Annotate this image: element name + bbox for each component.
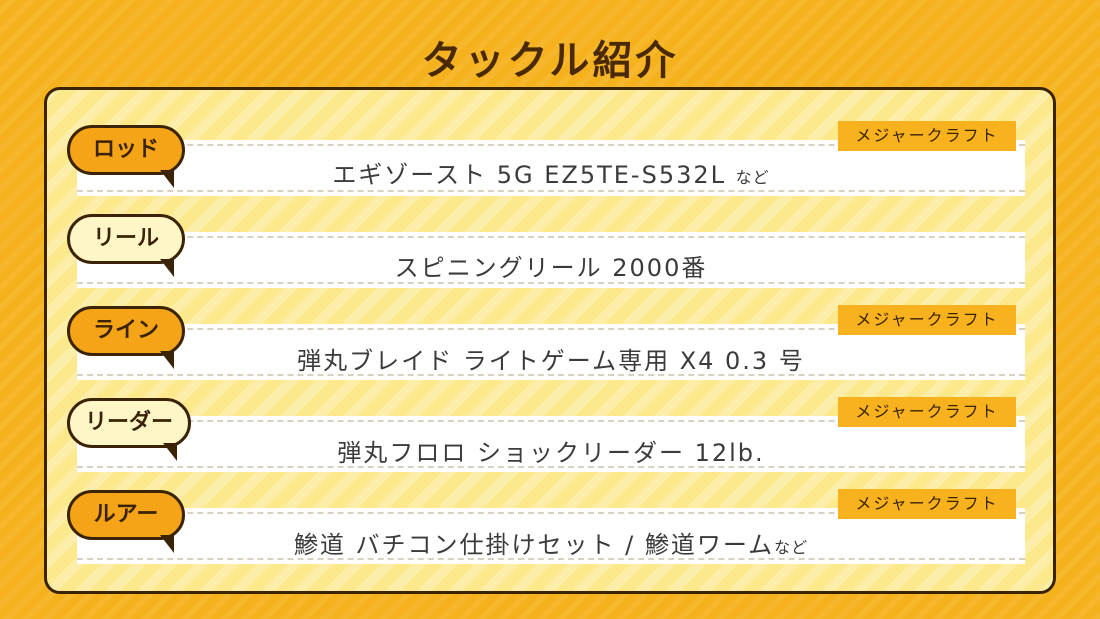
tackle-value: 鯵道 バチコン仕掛けセット / 鯵道ワームなど xyxy=(293,531,809,559)
page-title: タックル紹介 xyxy=(421,38,679,84)
maker-badge: メジャークラフト xyxy=(838,121,1016,151)
maker-badge: メジャークラフト xyxy=(838,397,1016,427)
maker-badge: メジャークラフト xyxy=(838,489,1016,519)
value-strip xyxy=(77,232,1025,288)
label-bubble-reel: リール xyxy=(67,214,185,264)
bubble-tail xyxy=(160,259,174,277)
label-bubble-rod: ロッド xyxy=(67,125,185,175)
label-bubble-line: ライン xyxy=(67,306,185,356)
label-bubble-lure: ルアー xyxy=(67,490,185,540)
tackle-value: 弾丸ブレイド ライトゲーム専用 X4 0.3 号 xyxy=(297,347,805,375)
bubble-tail xyxy=(160,351,174,369)
label-bubble-leader: リーダー xyxy=(67,398,191,448)
bubble-tail xyxy=(160,535,174,553)
tackle-value: 弾丸フロロ ショックリーダー 12lb. xyxy=(337,439,765,467)
tackle-value: エギゾースト 5G EZ5TE-S532L など xyxy=(332,161,770,189)
bubble-tail xyxy=(160,170,174,188)
value-strip xyxy=(77,416,1025,472)
maker-badge: メジャークラフト xyxy=(838,305,1016,335)
tackle-value: スピニングリール 2000番 xyxy=(394,254,708,282)
bubble-tail xyxy=(163,443,177,461)
